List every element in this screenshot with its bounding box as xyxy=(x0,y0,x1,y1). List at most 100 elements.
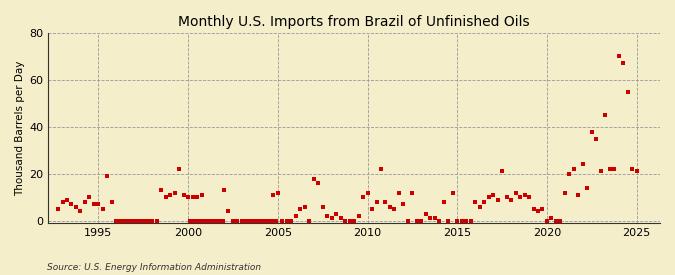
Point xyxy=(75,209,86,214)
Point xyxy=(66,202,77,207)
Point xyxy=(470,200,481,204)
Point xyxy=(290,214,301,218)
Point xyxy=(115,219,126,223)
Point xyxy=(344,219,355,223)
Point xyxy=(618,61,628,66)
Point xyxy=(631,169,642,174)
Point xyxy=(353,214,364,218)
Point xyxy=(223,209,234,214)
Point xyxy=(519,193,530,197)
Point xyxy=(375,167,386,171)
Point xyxy=(187,195,198,199)
Point xyxy=(248,219,259,223)
Point xyxy=(253,219,264,223)
Point xyxy=(560,190,570,195)
Point xyxy=(117,219,128,223)
Point xyxy=(614,54,624,59)
Point xyxy=(202,219,213,223)
Point xyxy=(194,219,205,223)
Point xyxy=(349,219,360,223)
Point xyxy=(497,169,508,174)
Point xyxy=(184,219,195,223)
Point xyxy=(227,219,238,223)
Point xyxy=(196,193,207,197)
Point xyxy=(537,207,548,211)
Point xyxy=(128,219,138,223)
Point xyxy=(448,190,458,195)
Point xyxy=(568,167,579,171)
Point xyxy=(178,193,189,197)
Point xyxy=(502,195,512,199)
Point xyxy=(199,219,210,223)
Point xyxy=(358,195,369,199)
Point xyxy=(198,219,209,223)
Point xyxy=(241,219,252,223)
Point xyxy=(242,219,253,223)
Point xyxy=(142,219,153,223)
Point xyxy=(61,197,72,202)
Point xyxy=(256,219,267,223)
Point xyxy=(132,219,142,223)
Point xyxy=(123,219,134,223)
Point xyxy=(438,200,449,204)
Point xyxy=(84,195,95,199)
Point xyxy=(151,219,162,223)
Point xyxy=(573,193,584,197)
Point xyxy=(238,219,249,223)
Point xyxy=(210,219,221,223)
Point xyxy=(217,219,228,223)
Point xyxy=(107,200,117,204)
Point xyxy=(267,219,277,223)
Point xyxy=(461,219,472,223)
Point xyxy=(208,219,219,223)
Point xyxy=(555,219,566,223)
Point xyxy=(335,216,346,221)
Title: Monthly U.S. Imports from Brazil of Unfinished Oils: Monthly U.S. Imports from Brazil of Unfi… xyxy=(178,15,530,29)
Point xyxy=(429,216,440,221)
Point xyxy=(122,219,132,223)
Point xyxy=(577,162,588,167)
Point xyxy=(591,136,601,141)
Point xyxy=(130,219,141,223)
Point xyxy=(102,174,113,178)
Point xyxy=(211,219,222,223)
Point xyxy=(126,219,136,223)
Point xyxy=(93,202,104,207)
Point xyxy=(173,167,184,171)
Point xyxy=(416,219,427,223)
Point xyxy=(317,205,328,209)
Point xyxy=(308,176,319,181)
Point xyxy=(456,219,467,223)
Point xyxy=(236,219,247,223)
Point xyxy=(488,193,499,197)
Point xyxy=(564,172,575,176)
Point xyxy=(541,219,552,223)
Point xyxy=(380,200,391,204)
Point xyxy=(546,216,557,221)
Point xyxy=(492,197,503,202)
Point xyxy=(188,219,199,223)
Point xyxy=(97,207,108,211)
Point xyxy=(80,200,90,204)
Point xyxy=(627,167,638,171)
Point xyxy=(273,190,284,195)
Point xyxy=(425,216,436,221)
Point xyxy=(258,219,269,223)
Point xyxy=(254,219,265,223)
Point xyxy=(57,200,68,204)
Point xyxy=(367,207,377,211)
Point xyxy=(204,219,215,223)
Point xyxy=(165,193,176,197)
Point xyxy=(604,167,615,171)
Y-axis label: Thousand Barrels per Day: Thousand Barrels per Day xyxy=(15,60,25,196)
Point xyxy=(533,209,543,214)
Point xyxy=(582,186,593,190)
Point xyxy=(205,219,216,223)
Point xyxy=(207,219,217,223)
Point xyxy=(412,219,423,223)
Point xyxy=(120,219,131,223)
Point xyxy=(281,219,292,223)
Point xyxy=(483,195,494,199)
Point xyxy=(214,219,225,223)
Point xyxy=(111,219,122,223)
